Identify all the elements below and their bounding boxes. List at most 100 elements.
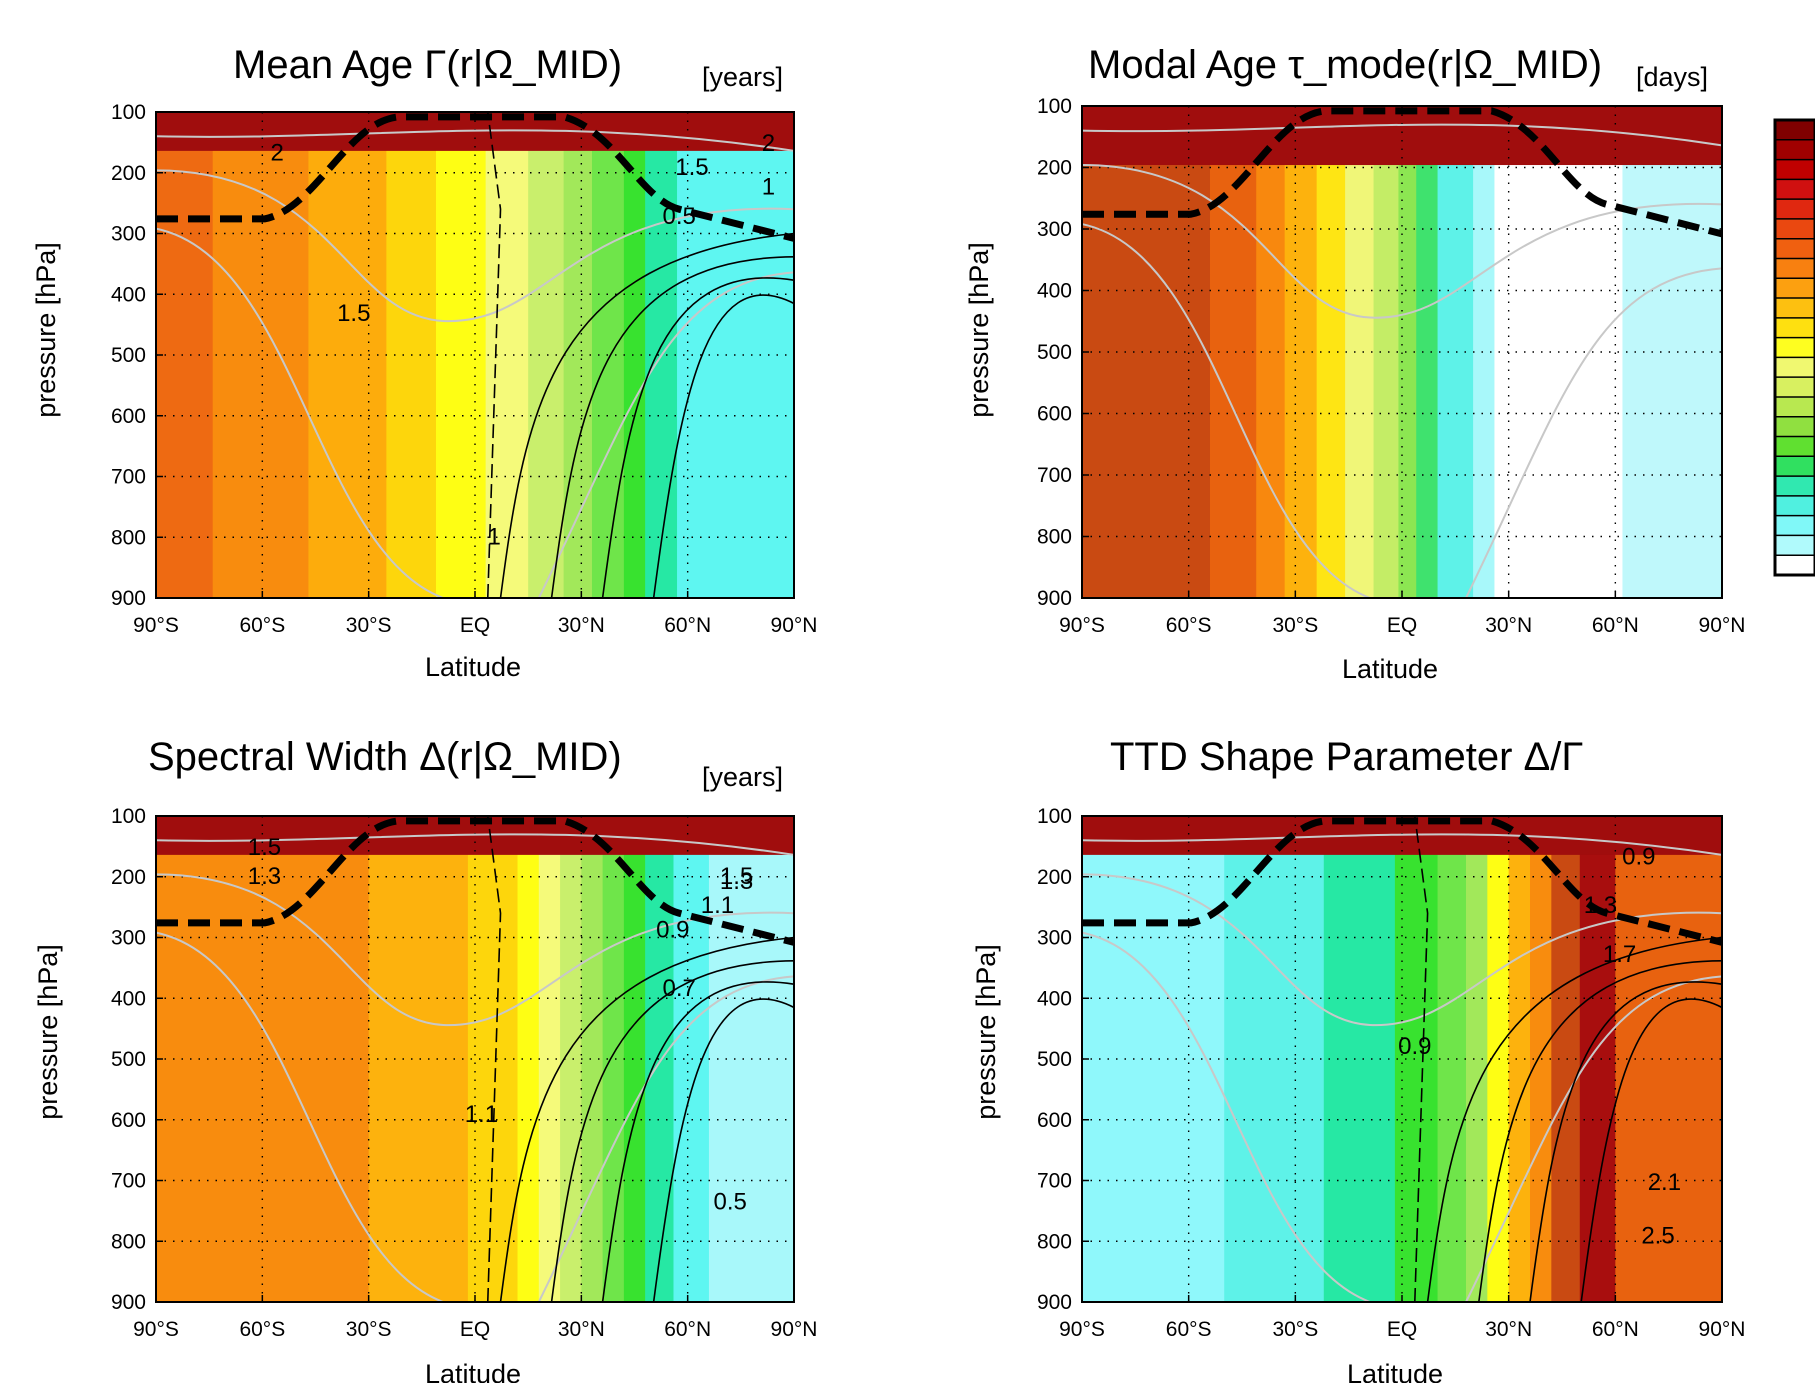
x-tick-label: EQ bbox=[460, 614, 490, 637]
contour-line bbox=[499, 232, 795, 599]
x-tick-label: 30°S bbox=[1272, 614, 1318, 637]
tropopause-line bbox=[156, 817, 795, 946]
contour-line bbox=[1580, 998, 1723, 1303]
panel-title: Spectral Width Δ(r|Ω_MID) bbox=[148, 735, 622, 779]
contour-label: 0.7 bbox=[662, 975, 695, 1002]
y-tick-label: 700 bbox=[1037, 464, 1072, 487]
panel-spectral-width: Spectral Width Δ(r|Ω_MID) [years] 1.5 1.3… bbox=[33, 735, 818, 1388]
color-band bbox=[212, 112, 309, 598]
tropopause-line bbox=[1082, 817, 1723, 946]
plot-area: 1.51.3 1.51.31.10.90.71.10.590°S 60°S 30°S E… bbox=[111, 805, 818, 1341]
color-band bbox=[581, 816, 604, 1302]
tropopause-line bbox=[1082, 107, 1723, 238]
contour-line bbox=[1529, 981, 1723, 1303]
colorbar-swatch bbox=[1775, 495, 1815, 517]
contour-line-dashed bbox=[486, 111, 502, 599]
color-band bbox=[368, 816, 469, 1302]
y-tick-label: 100 bbox=[1037, 95, 1072, 118]
color-band bbox=[1508, 816, 1531, 1302]
color-band bbox=[1487, 816, 1510, 1302]
color-band bbox=[677, 112, 795, 598]
color-band bbox=[1416, 106, 1439, 598]
colorbar-swatch bbox=[1775, 218, 1815, 240]
color-band bbox=[538, 816, 561, 1302]
contour-label: 1.3 bbox=[720, 868, 753, 895]
contour-label: 2.5 bbox=[1641, 1223, 1674, 1250]
y-tick-label: 600 bbox=[1037, 1109, 1072, 1132]
color-band bbox=[467, 816, 519, 1302]
y-tick-label: 700 bbox=[111, 466, 146, 489]
colorbar-swatch bbox=[1775, 179, 1815, 200]
color-band bbox=[1466, 816, 1488, 1302]
color-band bbox=[1345, 106, 1375, 598]
contour-line bbox=[601, 277, 795, 599]
y-tick-label: 500 bbox=[1037, 341, 1072, 364]
color-band bbox=[436, 112, 487, 598]
contour-label: 1 bbox=[487, 524, 500, 551]
contour-line bbox=[652, 998, 795, 1303]
y-tick-label: 600 bbox=[111, 405, 146, 428]
panel-units: [years] bbox=[702, 62, 783, 92]
gray-contour bbox=[155, 931, 795, 1303]
y-tick-label: 800 bbox=[111, 1230, 146, 1253]
colorbar-swatch bbox=[1775, 298, 1815, 319]
colorbar-swatch bbox=[1775, 476, 1815, 497]
contour-line bbox=[601, 981, 795, 1303]
y-tick-label: 600 bbox=[111, 1109, 146, 1132]
y-tick-label: 700 bbox=[1037, 1170, 1072, 1193]
panel-modal-age: Modal Age τ_mode(r|Ω_MID) [days] 90°S 60°… bbox=[964, 43, 1745, 684]
y-tick-label: 400 bbox=[1037, 280, 1072, 303]
x-tick-label: EQ bbox=[1387, 614, 1417, 637]
colorbar-swatch bbox=[1775, 416, 1815, 438]
x-tick-label: 60°S bbox=[1166, 614, 1212, 637]
contour-label: 2.1 bbox=[1648, 1169, 1681, 1196]
y-tick-label: 200 bbox=[1037, 157, 1072, 180]
colorbar-swatch bbox=[1775, 357, 1815, 378]
y-axis-label: pressure [hPa] bbox=[971, 944, 1001, 1120]
color-band bbox=[1082, 106, 1211, 598]
y-tick-label: 300 bbox=[1037, 927, 1072, 950]
y-axis-label: pressure [hPa] bbox=[33, 944, 63, 1120]
x-tick-label: 90°S bbox=[1059, 1318, 1105, 1341]
colorbar-swatch bbox=[1775, 317, 1815, 339]
colorbar-swatch bbox=[1775, 515, 1815, 536]
colorbar-swatch bbox=[1775, 120, 1815, 141]
contour-label: 1.1 bbox=[465, 1101, 498, 1128]
color-band bbox=[1082, 816, 1225, 1302]
colorbar bbox=[1773, 118, 1815, 577]
x-tick-label: 90°S bbox=[133, 1318, 179, 1341]
gray-contour bbox=[155, 227, 795, 599]
y-tick-label: 500 bbox=[111, 344, 146, 367]
x-tick-label: 90°N bbox=[1699, 614, 1746, 637]
contour-line-dashed bbox=[486, 815, 502, 1303]
tropopause-line bbox=[156, 113, 795, 242]
contour-label: 1.1 bbox=[701, 892, 734, 919]
contour-label: 1.5 bbox=[248, 834, 281, 861]
y-tick-label: 800 bbox=[1037, 1230, 1072, 1253]
contour-line-dashed bbox=[1414, 815, 1429, 1303]
color-band bbox=[1530, 816, 1552, 1302]
colorbar-swatch bbox=[1775, 456, 1815, 477]
y-tick-label: 600 bbox=[1037, 403, 1072, 426]
y-tick-label: 100 bbox=[111, 805, 146, 828]
x-tick-label: 60°S bbox=[1166, 1318, 1212, 1341]
gray-contour bbox=[155, 129, 795, 152]
contour-label: 0.9 bbox=[656, 917, 689, 944]
colorbar-swatch bbox=[1775, 337, 1815, 358]
x-tick-label: 30°N bbox=[1485, 614, 1532, 637]
colorbar-swatch bbox=[1775, 238, 1815, 259]
color-band bbox=[1224, 816, 1325, 1302]
colorbar-swatch bbox=[1775, 396, 1815, 418]
colorbar-swatch bbox=[1775, 436, 1815, 457]
color-band bbox=[602, 816, 625, 1302]
contour-label: 2 bbox=[762, 130, 775, 157]
gray-contour bbox=[1081, 223, 1723, 599]
contour-label: 0.9 bbox=[1398, 1033, 1431, 1060]
y-tick-label: 900 bbox=[1037, 587, 1072, 610]
panel-units: [years] bbox=[702, 762, 783, 792]
colorbar-swatch bbox=[1775, 555, 1815, 576]
colorbar-swatch bbox=[1775, 258, 1815, 279]
plot-area: 90°S 60°S 30°S EQ 30°N 60°N 90°N 100 200 300 400 50… bbox=[1037, 95, 1746, 637]
y-tick-label: 200 bbox=[1037, 866, 1072, 889]
panel-title: TTD Shape Parameter Δ/Γ bbox=[1110, 735, 1583, 779]
